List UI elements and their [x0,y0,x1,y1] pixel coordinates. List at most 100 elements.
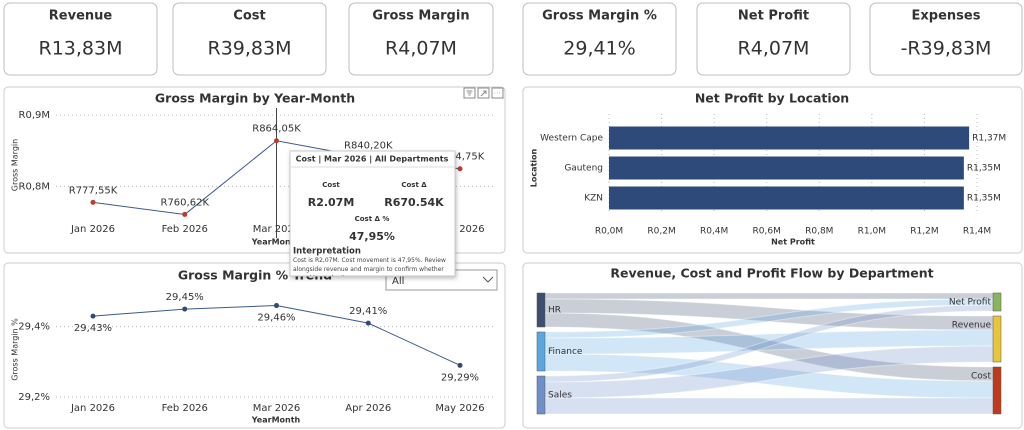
data-label: 29,41% [349,306,387,317]
y-tick-label: R0,8M [19,181,50,192]
marker [274,303,279,309]
kpi-card [3,2,158,76]
data-label: R824,75K [436,152,485,163]
kpi-title: Gross Margin % [542,9,657,24]
data-label: R1,35M [967,194,1001,204]
dropdown-chevron [482,276,494,283]
marker [182,306,188,312]
x-tick-label: Feb 2026 [162,403,208,414]
tooltip-metric-label: Cost [322,181,340,189]
visual-header-icons [463,87,504,99]
x-tick-label: R1,0M [858,227,886,237]
x-tick-label: May 2026 [435,224,484,235]
tooltip-text: Cost is R2,07M. Cost movement is 47,95%.… [293,257,446,276]
kpi-value: -R39,83M [901,38,992,60]
x-tick-label: R0,6M [753,227,781,237]
sankey-node [992,366,1002,415]
kpi-title: Cost [233,9,265,24]
bar [609,156,964,180]
tooltip-section: Interpretation [293,247,361,257]
y-axis-title: Gross Margin [11,139,20,191]
kpi-card [869,2,1023,76]
sankey-link [544,397,994,415]
data-label: R1,37M [972,134,1006,144]
marker [274,138,279,144]
x-tick-label: May 2026 [435,403,484,414]
y-tick-label: R0,9M [19,110,50,121]
marker [90,313,96,319]
marker [457,362,463,368]
data-label: R760,62K [161,197,210,208]
kpi-value: 29,41% [563,38,635,60]
tooltip-metric-label: Cost Δ % [355,215,390,223]
kpi-value: R39,83M [208,38,292,60]
kpi-title: Revenue [49,9,113,24]
sankey-node [536,292,546,328]
x-tick-label: Jan 2026 [70,224,115,235]
x-tick-label: R1,4M [963,227,991,237]
node-label: Cost [971,372,991,382]
kpi-title: Gross Margin [372,9,469,24]
kpi-value: R4,07M [738,38,810,60]
sankey-node [992,292,1002,312]
data-label: R864,05K [252,124,301,135]
node-label: HR [548,306,561,316]
x-tick-label: R0,8M [805,227,833,237]
chart-title: Gross Margin by Year-Month [155,91,355,106]
bar [609,126,970,150]
node-label: Revenue [952,321,992,331]
y-tick-label: Gauteng [564,164,603,174]
tooltip-metric-label: Cost Δ [401,181,427,189]
kpi-value: R4,07M [385,38,457,60]
kpi-title: Net Profit [738,9,809,24]
data-label: R777,55K [69,185,118,196]
x-axis-title: Net Profit [771,238,815,247]
x-tick-label: R0,4M [700,227,728,237]
filter-value: All [392,276,404,287]
x-tick-label: Mar 2026 [253,224,301,235]
y-axis-title: Location [530,148,539,187]
tooltip-header: Cost | Mar 2026 | All Departments [296,155,449,164]
kpi-card [522,2,677,76]
panel [522,262,1023,429]
y-tick-label: 29,4% [18,322,50,333]
tooltip-box [289,150,456,277]
y-axis-title: Gross Margin % [11,318,20,381]
node-label: Sales [548,391,572,401]
data-label: 29,43% [74,323,112,334]
node-label: Net Profit [949,298,992,308]
x-tick-label: R0,0M [595,227,623,237]
icon-glyphs [466,90,500,97]
tooltip-metric-value: R2.07M [308,196,355,209]
data-label: 29,45% [166,292,204,303]
x-tick-label: Jan 2026 [70,403,115,414]
kpi-card [172,2,327,76]
panel [3,262,506,429]
kpi-card [348,2,494,76]
marker [365,320,371,326]
node-label: Finance [548,347,583,357]
data-label: R840,20K [344,141,393,152]
x-tick-label: Mar 2026 [253,403,301,414]
y-tick-label: Western Cape [540,134,603,144]
data-label: 29,29% [441,372,479,383]
kpi-title: Expenses [912,9,981,24]
bar [609,186,964,210]
sankey-node [536,331,546,372]
y-tick-label: KZN [584,194,603,204]
tooltip-text-box: Cost is R2,07M. Cost movement is 47,95%.… [293,257,446,276]
chart-title: Revenue, Cost and Profit Flow by Departm… [610,266,933,281]
x-tick-label: R0,2M [647,227,675,237]
marker [457,166,463,172]
kpi-value: R13,83M [39,38,123,60]
kpi-card [696,2,851,76]
data-label: R1,35M [967,164,1001,174]
x-tick-label: Apr 2026 [345,403,391,414]
data-label: 29,46% [257,313,295,324]
y-tick-label: 29,2% [18,392,50,403]
x-axis-title: YearMonth [251,416,301,425]
x-tick-label: Feb 2026 [162,224,208,235]
sankey-link [544,292,994,300]
x-axis-title: YearMonth [251,238,301,247]
